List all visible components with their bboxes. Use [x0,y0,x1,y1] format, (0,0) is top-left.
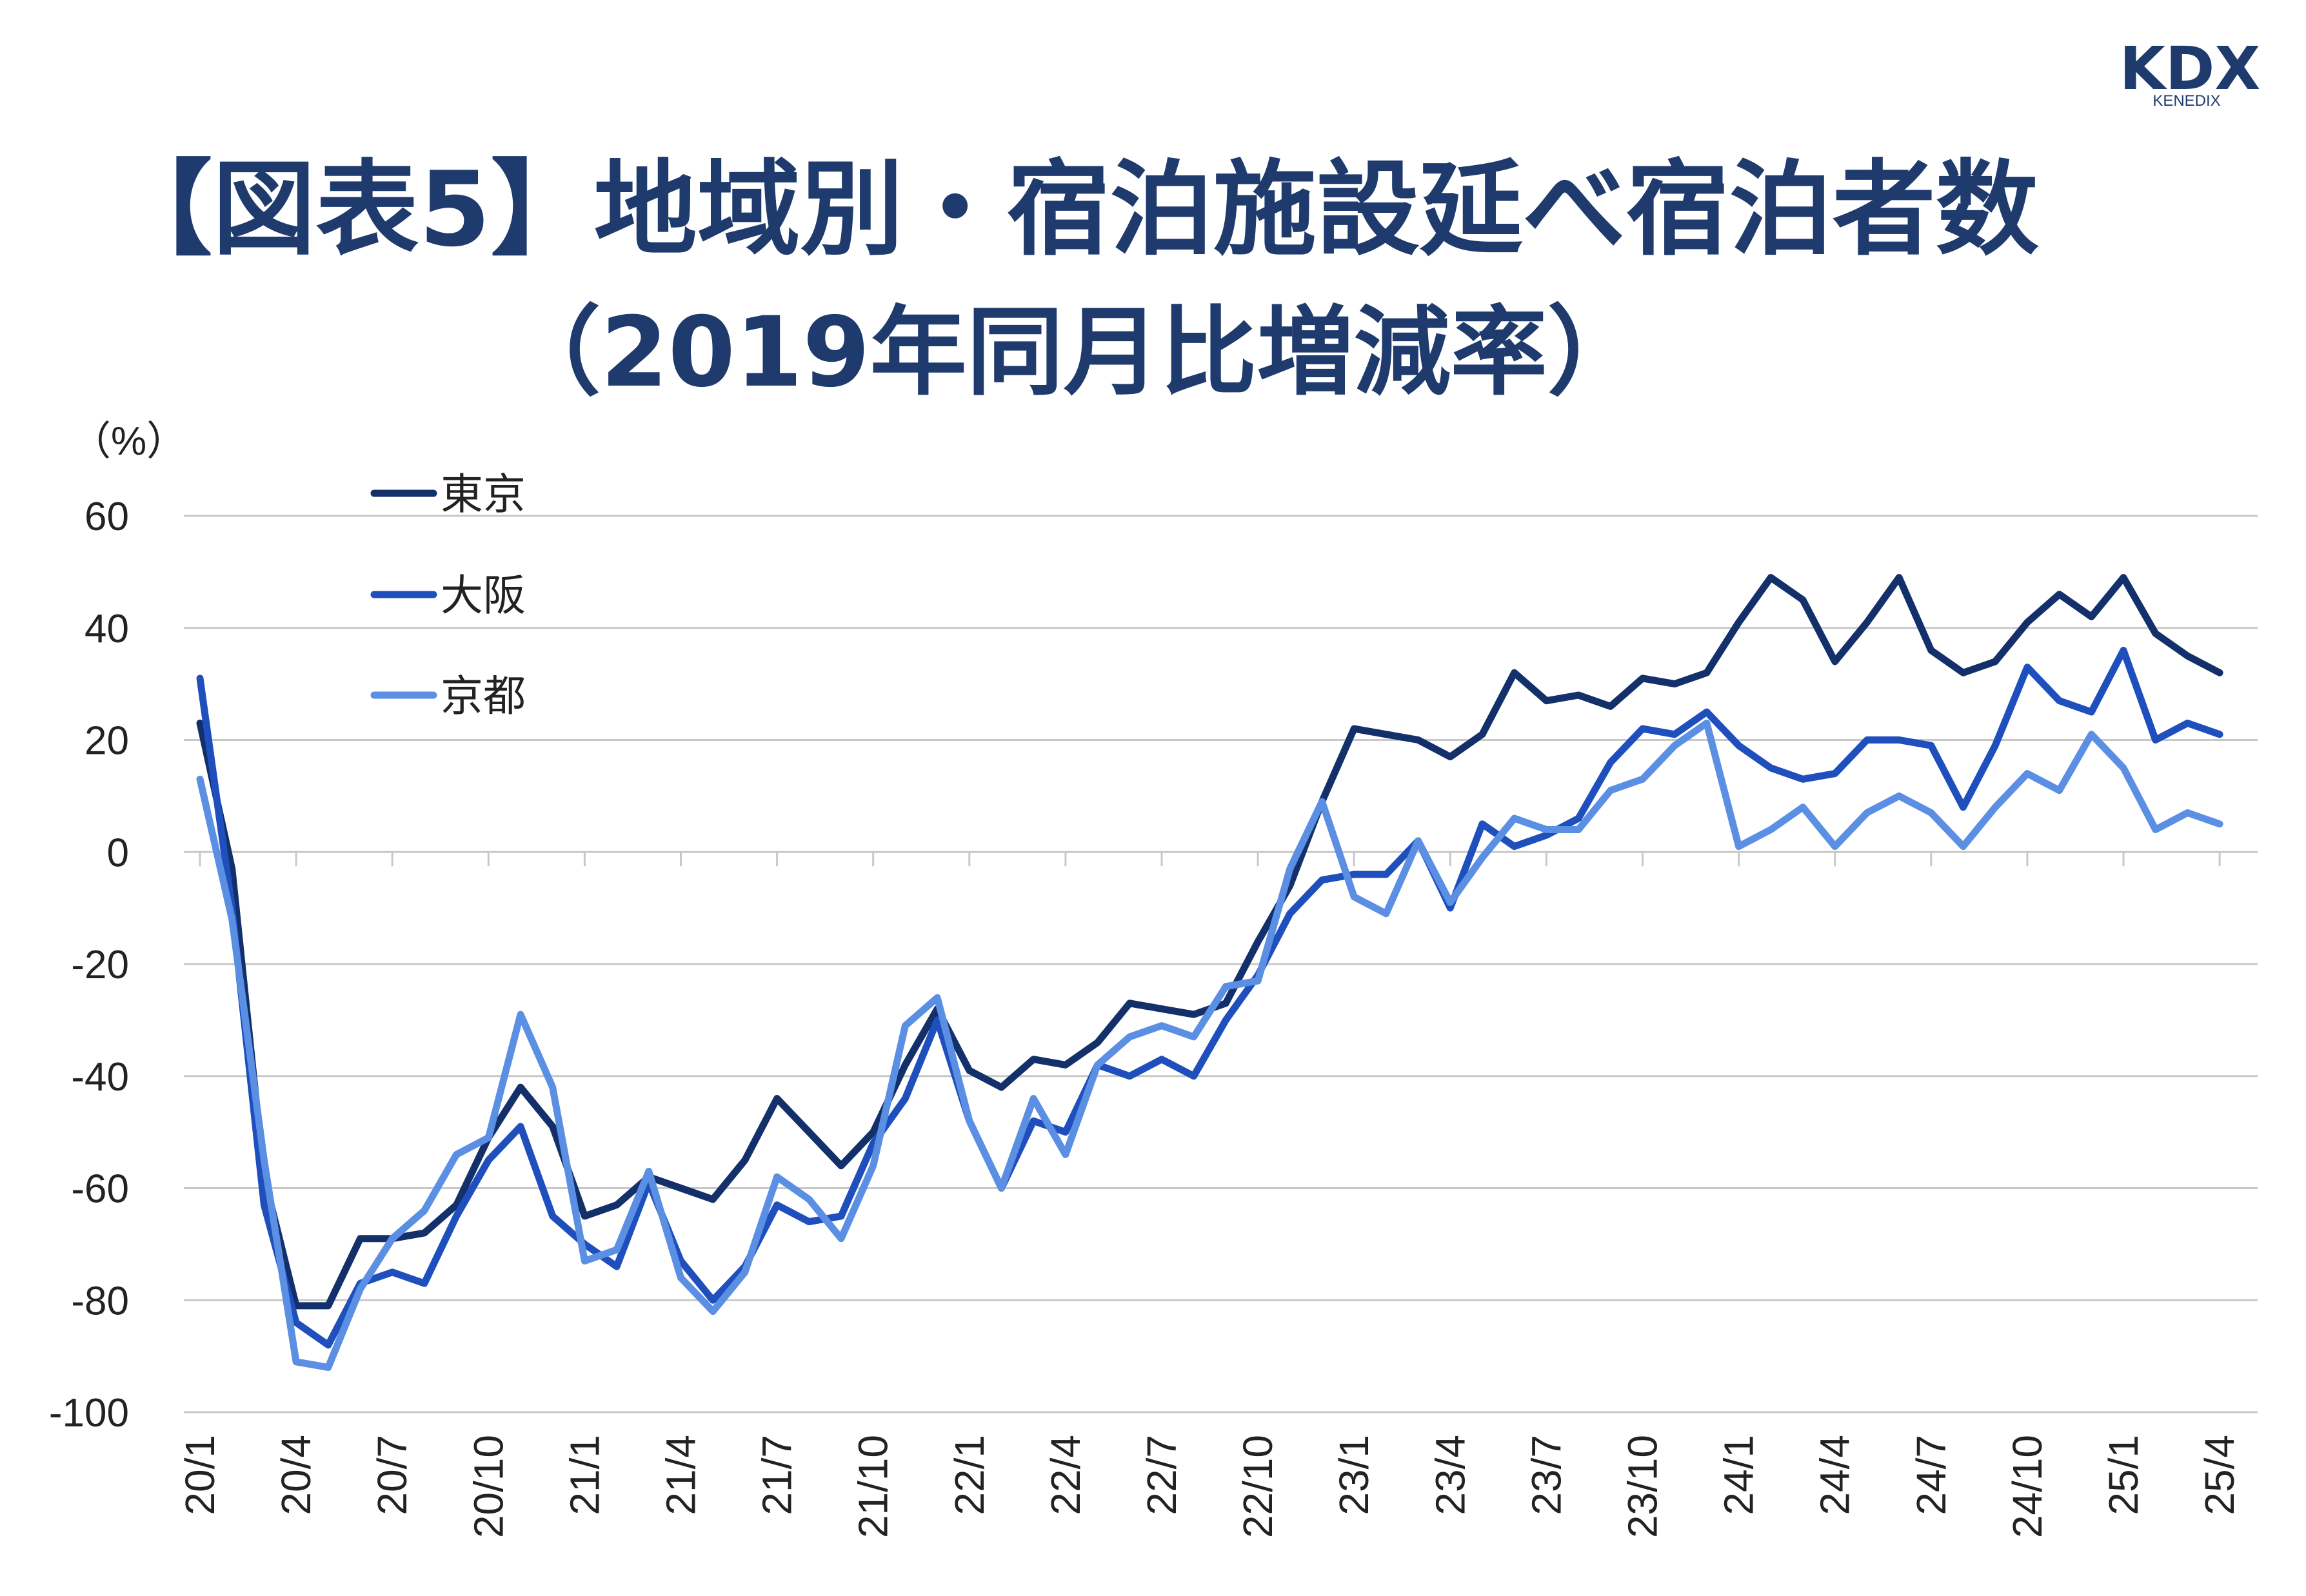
y-tick-label: -100 [49,1391,129,1435]
x-tick-label: 24/10 [2004,1435,2051,1538]
logo-main: KDX [2120,39,2261,103]
x-tick-label: 23/10 [1620,1435,1666,1538]
y-tick-label: -20 [71,943,129,987]
y-tick-label: 20 [84,719,129,764]
y-tick-label: 40 [84,607,129,651]
x-tick-label: 23/4 [1427,1435,1473,1515]
series-line-大阪 [196,647,2223,1349]
x-tick-label: 23/7 [1523,1435,1569,1515]
x-tick-label: 22/4 [1042,1435,1089,1515]
y-tick-label: 60 [84,495,129,539]
x-tick-label: 21/7 [754,1435,800,1515]
x-tick-label: 21/10 [850,1435,897,1538]
x-tick-label: 24/7 [1908,1435,1954,1515]
x-tick-label: 23/1 [1331,1435,1377,1515]
x-tick-label: 20/4 [273,1435,319,1515]
y-tick-label: -80 [71,1279,129,1323]
y-tick-label: -40 [71,1055,129,1099]
x-tick-label: 21/1 [561,1435,608,1515]
y-tick-label: -60 [71,1167,129,1212]
legend-label: 京都 [441,671,526,721]
x-tick-label: 21/4 [658,1435,704,1515]
x-tick-label: 24/4 [1812,1435,1858,1515]
x-tick-label: 24/1 [1716,1435,1762,1515]
logo-sub: KENEDIX [2152,92,2220,110]
x-tick-label: 20/10 [465,1435,512,1538]
legend-label: 東京 [441,469,526,519]
x-tick-label: 25/1 [2100,1435,2147,1515]
kdx-logo: KDX KENEDIX [2120,39,2261,110]
x-tick-label: 22/1 [946,1435,993,1515]
chart-subtitle: （2019年同月比増減率） [504,297,1644,409]
series-line-京都 [196,719,2223,1371]
x-tick-label: 20/1 [177,1435,223,1515]
x-tick-label: 20/7 [369,1435,415,1515]
x-tick-label: 22/7 [1138,1435,1185,1515]
x-tick-label: 25/4 [2196,1435,2243,1515]
y-unit-label: （%） [71,419,186,464]
x-tick-label: 22/10 [1235,1435,1281,1538]
legend-label: 大阪 [441,571,526,620]
y-tick-label: 0 [107,831,129,875]
chart-title: 【図表5】地域別・宿泊施設延べ宿泊者数 [109,149,2039,270]
